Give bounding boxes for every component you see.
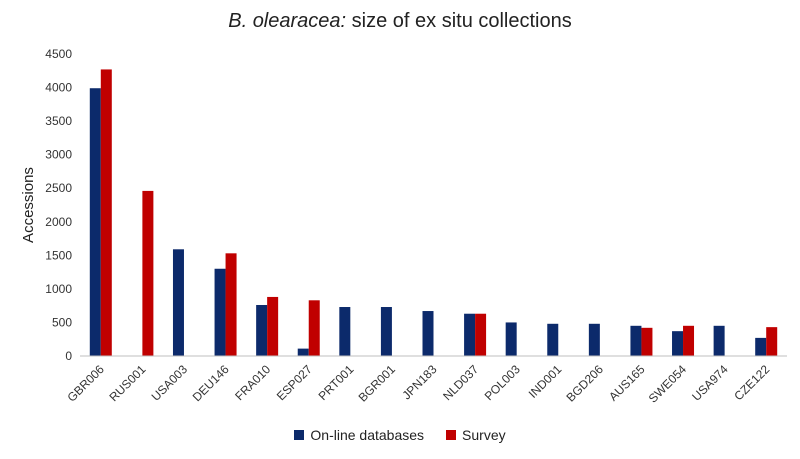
x-tick-label: DEU146 [190,362,232,404]
chart-title: B. olearacea: size of ex situ collection… [0,10,800,33]
x-tick-label: BGD206 [564,362,607,405]
bar-fra010-survey [267,296,279,356]
bar-aus165-survey [641,327,653,356]
x-tick-label: PRT001 [316,362,357,403]
x-tick-label: IND001 [526,362,565,401]
y-tick-label: 2500 [45,181,72,195]
x-tick-label: RUS001 [107,362,149,404]
x-tick-label: USA974 [689,362,731,404]
legend-label-online: On-line databases [310,427,425,443]
y-tick-label: 4000 [45,81,72,95]
bar-nld037-online [464,313,476,356]
bar-esp027-online [297,348,309,356]
y-tick-label: 1500 [45,248,72,262]
bar-jpn183-online [422,311,434,356]
y-tick-label: 0 [65,349,72,363]
x-tick-label: USA003 [149,362,191,404]
x-tick-label: CZE122 [731,362,772,403]
bar-pol003-online [505,322,517,356]
y-tick-label: 2000 [45,215,72,229]
x-tick-label: FRA010 [232,362,273,403]
bar-prt001-online [339,307,351,356]
bar-ind001-online [547,323,559,356]
legend-item-survey: Survey [446,427,506,443]
legend-item-online: On-line databases [294,427,424,443]
x-tick-label: SWE054 [646,362,690,406]
bar-gbr006-survey [100,69,112,357]
y-tick-label: 3000 [45,148,72,162]
bar-usa003-online [172,249,184,356]
y-axis-label: Accessions [20,167,37,243]
bar-rus001-survey [142,190,154,356]
x-tick-label: ESP027 [274,362,315,403]
bar-aus165-online [630,325,642,356]
bar-esp027-survey [308,300,320,356]
bar-deu146-survey [225,253,237,356]
x-tick-label: BGR001 [356,362,399,405]
y-tick-label: 500 [52,315,72,329]
x-tick-label: POL003 [482,362,523,403]
bar-swe054-survey [683,325,695,356]
bar-swe054-online [672,331,684,356]
bar-cze122-survey [766,327,778,356]
y-tick-label: 1000 [45,282,72,296]
bar-nld037-survey [475,313,487,356]
bar-cze122-online [755,337,767,356]
chart-title-species: B. olearacea: [228,10,347,32]
chart-title-rest: size of ex situ collections [346,10,572,32]
bar-gbr006-online [89,88,101,356]
bar-bgd206-online [588,323,600,356]
bar-bgr001-online [380,307,392,356]
legend-swatch-online [294,430,305,440]
x-tick-label: GBR006 [64,362,107,405]
bar-fra010-online [256,304,268,356]
y-tick-label: 4500 [45,47,72,61]
legend-label-survey: Survey [462,427,506,443]
bar-deu146-online [214,268,226,356]
x-tick-label: AUS165 [606,362,648,404]
legend: On-line databases Survey [0,427,800,443]
x-tick-label: NLD037 [440,362,481,403]
x-tick-label: JPN183 [400,362,440,402]
y-tick-label: 3500 [45,114,72,128]
bar-usa974-online [713,325,725,356]
legend-swatch-survey [446,430,457,440]
